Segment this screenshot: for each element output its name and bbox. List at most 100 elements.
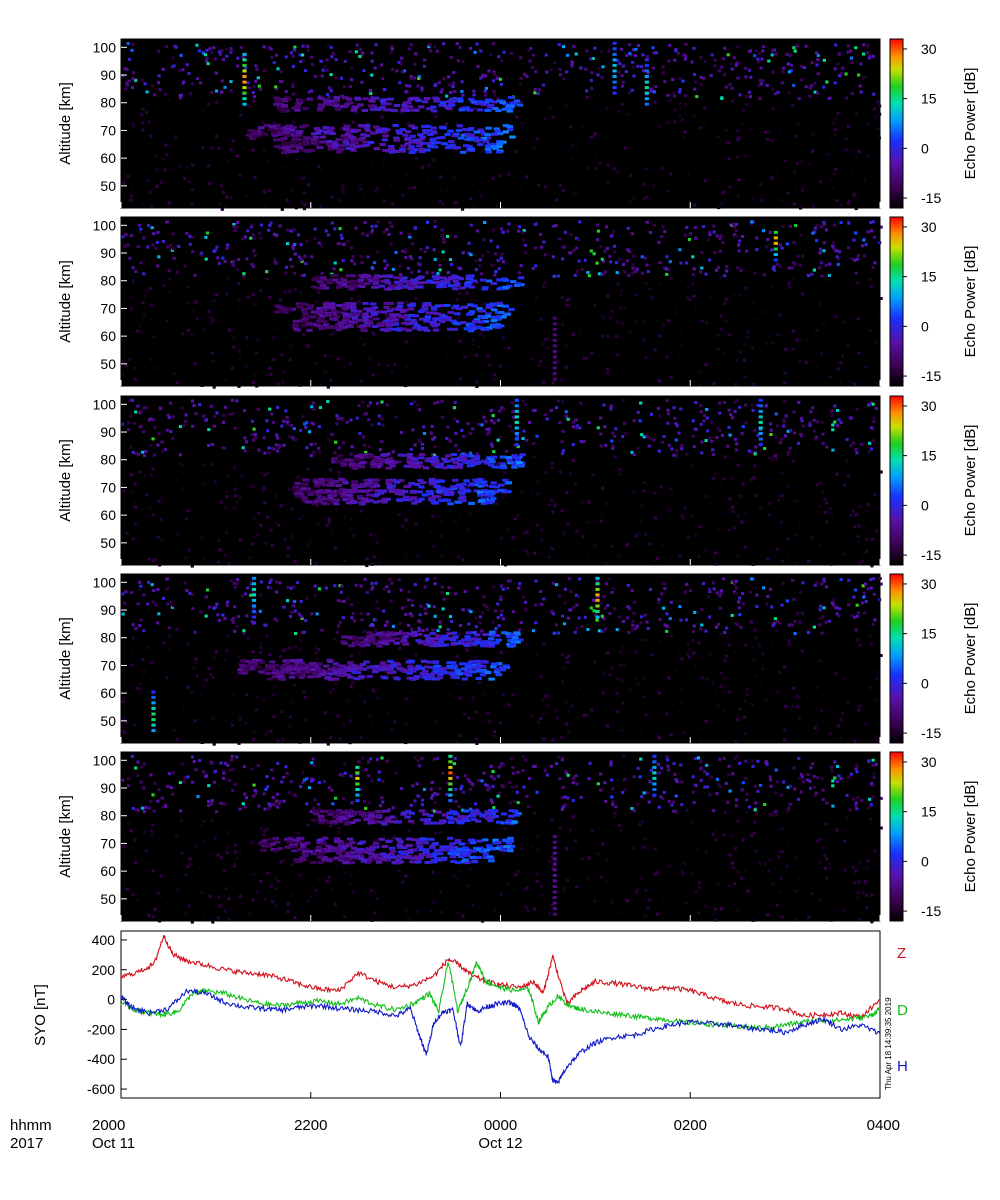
echo-cell: [848, 737, 853, 741]
layer-echo-cell: [329, 480, 336, 484]
layer-echo-cell: [491, 465, 498, 469]
echo-cell: [270, 544, 274, 548]
echo-cell: [728, 690, 732, 694]
echo-cell: [631, 48, 636, 52]
echo-cell: [577, 616, 581, 620]
echo-cell: [440, 88, 444, 91]
echo-cell: [796, 123, 801, 127]
echo-cell: [782, 418, 786, 422]
layer-echo-cell: [353, 312, 361, 316]
echo-cell: [861, 244, 865, 248]
echo-cell: [460, 80, 464, 84]
echo-cell: [608, 316, 612, 320]
echo-cell: [266, 515, 270, 519]
echo-cell: [440, 187, 444, 191]
layer-echo-cell: [409, 134, 416, 138]
layer-echo-cell: [336, 304, 343, 307]
layer-echo-cell: [451, 306, 458, 310]
layer-echo-cell: [474, 139, 481, 143]
echo-cell: [800, 649, 804, 653]
layer-echo-cell: [406, 459, 413, 463]
echo-cell: [385, 228, 389, 232]
echo-cell: [351, 255, 355, 259]
echo-cell: [555, 359, 559, 363]
echo-cell: [289, 229, 293, 233]
layer-echo-cell: [341, 492, 348, 496]
echo-cell: [263, 541, 268, 545]
echo-cell: [359, 48, 363, 52]
feature-echo-cell: [773, 241, 778, 245]
echo-cell: [237, 349, 241, 353]
echo-cell: [176, 646, 180, 649]
echo-cell: [608, 612, 612, 615]
echo-cell: [218, 292, 222, 296]
layer-echo-cell: [466, 144, 473, 148]
echo-cell: [597, 272, 601, 276]
layer-echo-cell: [378, 284, 386, 288]
layer-echo-cell: [393, 136, 400, 140]
echo-cell: [657, 597, 661, 601]
layer-echo-cell: [518, 283, 525, 287]
layer-echo-cell: [362, 319, 369, 323]
echo-cell: [270, 412, 274, 416]
echo-cell: [536, 491, 540, 495]
layer-echo-cell: [456, 124, 463, 128]
echo-cell: [401, 524, 405, 528]
echo-cell: [174, 136, 178, 140]
layer-echo-cell: [396, 283, 404, 286]
echo-cell: [862, 43, 866, 47]
layer-echo-cell: [370, 465, 377, 468]
echo-cell: [220, 184, 224, 188]
layer-echo-cell: [319, 140, 327, 144]
echo-cell: [335, 508, 339, 512]
echo-cell: [518, 582, 522, 586]
layer-echo-cell: [295, 102, 302, 106]
echo-cell: [325, 58, 329, 62]
echo-cell: [799, 233, 803, 237]
echo-cell: [404, 605, 408, 609]
echo-cell: [467, 608, 471, 612]
echo-cell: [365, 667, 369, 671]
echo-cell: [312, 450, 316, 454]
echo-cell: [669, 634, 673, 638]
layer-echo-cell: [307, 304, 314, 308]
echo-cell: [249, 582, 253, 586]
echo-cell: [737, 243, 741, 247]
echo-cell: [441, 202, 445, 206]
layer-echo-cell: [455, 128, 463, 132]
echo-cell: [472, 93, 476, 97]
echo-cell: [871, 577, 876, 581]
layer-echo-cell: [354, 138, 362, 141]
echo-cell: [796, 254, 800, 258]
layer-echo-cell: [353, 463, 360, 467]
echo-cell: [454, 740, 459, 744]
echo-cell: [554, 224, 558, 228]
echo-cell: [822, 222, 826, 226]
echo-cell: [645, 56, 649, 60]
echo-cell: [323, 727, 327, 731]
echo-cell: [232, 260, 236, 263]
echo-cell: [618, 62, 622, 66]
layer-echo-cell: [335, 150, 343, 154]
layer-echo-cell: [412, 285, 420, 289]
echo-cell: [851, 509, 855, 513]
echo-cell: [668, 260, 672, 264]
echo-cell: [125, 532, 129, 535]
echo-cell: [715, 591, 719, 595]
echo-cell: [147, 557, 151, 561]
layer-echo-cell: [418, 105, 425, 109]
layer-echo-cell: [434, 275, 441, 279]
echo-cell: [128, 399, 132, 402]
echo-cell: [313, 594, 317, 597]
echo-cell: [487, 319, 491, 322]
echo-cell: [336, 714, 340, 718]
echo-cell: [254, 708, 258, 712]
y-tick-label: 70: [100, 300, 116, 316]
echo-cell: [591, 135, 595, 139]
echo-cell: [831, 515, 835, 518]
layer-echo-cell: [444, 303, 451, 307]
feature-echo-cell: [242, 102, 247, 106]
echo-cell: [342, 599, 346, 603]
echo-cell: [385, 620, 389, 624]
